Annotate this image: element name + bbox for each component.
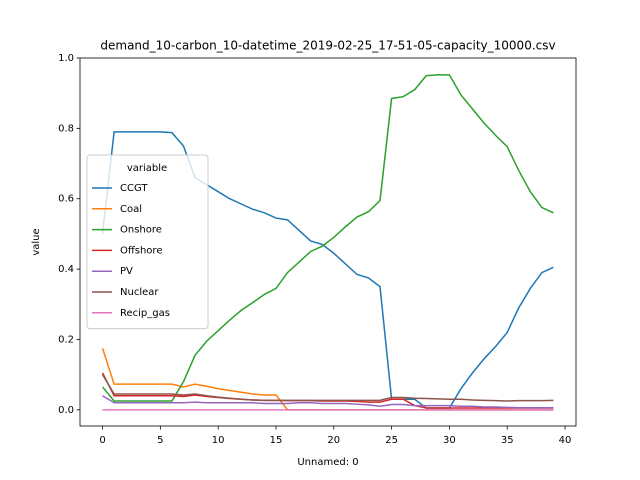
y-tick-label: 0.4 — [58, 264, 74, 275]
x-tick-label: 35 — [501, 435, 514, 446]
legend-label: PV — [120, 266, 133, 277]
line-series — [101, 131, 554, 409]
legend-label: Offshore — [120, 245, 162, 256]
x-tick-label: 40 — [559, 435, 572, 446]
y-tick-label: 1.0 — [58, 53, 74, 64]
x-tick-label: 10 — [212, 435, 225, 446]
legend-label: CCGT — [120, 183, 148, 194]
legend-label: Coal — [120, 204, 142, 215]
chart-title: demand_10-carbon_10-datetime_2019-02-25_… — [100, 39, 555, 53]
line-series — [101, 374, 554, 402]
line-series — [102, 395, 554, 409]
x-tick-label: 5 — [157, 435, 163, 446]
y-tick-label: 0.8 — [58, 123, 74, 134]
y-tick-label: 0.2 — [58, 334, 74, 345]
legend-title: variable — [127, 163, 167, 174]
x-tick-label: 20 — [327, 435, 340, 446]
y-axis-label: value — [31, 228, 42, 255]
x-tick-label: 30 — [443, 435, 456, 446]
plot-frame — [79, 57, 577, 427]
y-tick-label: 0.0 — [58, 405, 74, 416]
x-tick-label: 15 — [270, 435, 283, 446]
legend-label: Onshore — [120, 225, 162, 236]
x-axis-label: Unnamed: 0 — [297, 457, 358, 468]
x-tick-label: 0 — [99, 435, 105, 446]
legend-label: Nuclear — [120, 287, 159, 298]
y-tick-label: 0.6 — [58, 194, 74, 205]
legend-label: Recip_gas — [120, 308, 170, 319]
line-series — [101, 74, 554, 402]
legend-box — [86, 154, 209, 330]
x-tick-label: 25 — [385, 435, 398, 446]
